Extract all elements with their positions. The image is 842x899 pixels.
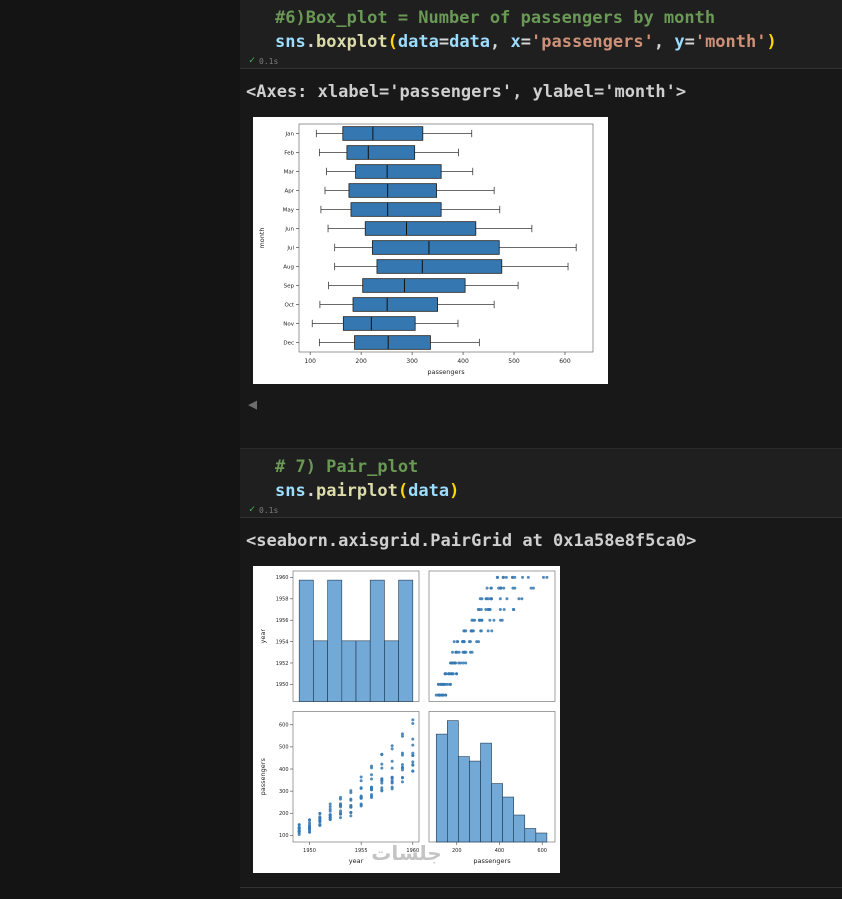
code-token: , bbox=[490, 32, 511, 52]
svg-text:Jul: Jul bbox=[286, 246, 294, 252]
svg-text:1958: 1958 bbox=[276, 597, 289, 603]
exec-success-icon: ✓ bbox=[249, 504, 256, 515]
code-token: . bbox=[305, 32, 316, 52]
code-token: ( bbox=[397, 481, 409, 501]
execution-status-row: ✓ 0.1s bbox=[240, 503, 842, 517]
code-token: x bbox=[510, 32, 521, 52]
boxplot-chart: 100 200 300 400 500 600 Jan Feb Mar Apr May Jun Jul A… bbox=[253, 117, 608, 384]
svg-text:200: 200 bbox=[355, 358, 367, 365]
output-text-pairgrid: <seaborn.axisgrid.PairGrid at 0x1a58e8f5… bbox=[246, 531, 697, 551]
svg-text:Nov: Nov bbox=[283, 322, 294, 328]
code-token: sns bbox=[275, 32, 306, 52]
svg-text:100: 100 bbox=[279, 833, 289, 839]
svg-text:passengers: passengers bbox=[259, 758, 267, 796]
collapse-arrow-icon[interactable]: ◀ bbox=[248, 395, 258, 413]
code-token: = bbox=[438, 32, 450, 52]
code-token: = bbox=[684, 32, 695, 52]
code-token: ) bbox=[766, 32, 777, 52]
svg-text:200: 200 bbox=[452, 848, 462, 854]
svg-text:year: year bbox=[349, 857, 364, 865]
code-token: ) bbox=[449, 481, 460, 501]
svg-text:1956: 1956 bbox=[276, 618, 289, 624]
svg-text:Apr: Apr bbox=[284, 189, 294, 195]
code-token: boxplot bbox=[315, 32, 388, 52]
code-token: #6)Box_plot = Number of passengers by mo… bbox=[275, 8, 716, 28]
svg-text:600: 600 bbox=[279, 723, 289, 729]
svg-text:1960: 1960 bbox=[276, 575, 289, 581]
svg-text:500: 500 bbox=[279, 745, 289, 751]
exec-time-label: 0.1s bbox=[259, 56, 279, 66]
boxplot-output-image: 100 200 300 400 500 600 Jan Feb Mar Apr May Jun Jul A… bbox=[253, 117, 608, 384]
svg-text:passengers: passengers bbox=[427, 368, 465, 376]
next-cell-divider bbox=[240, 887, 842, 899]
code-line[interactable]: sns.pairplot(data) bbox=[240, 479, 842, 503]
code-token: 'passengers' bbox=[531, 32, 654, 52]
code-token: , bbox=[653, 32, 675, 52]
svg-text:Feb: Feb bbox=[284, 151, 294, 157]
code-token: sns bbox=[275, 481, 306, 501]
svg-text:600: 600 bbox=[559, 358, 571, 365]
svg-text:1960: 1960 bbox=[406, 848, 419, 854]
execution-status-row: ✓ 0.1s bbox=[240, 54, 842, 68]
svg-text:100: 100 bbox=[304, 358, 316, 365]
exec-time-label: 0.1s bbox=[259, 505, 279, 515]
svg-text:1950: 1950 bbox=[303, 848, 316, 854]
svg-text:400: 400 bbox=[495, 848, 505, 854]
svg-text:Mar: Mar bbox=[284, 170, 295, 176]
svg-text:400: 400 bbox=[279, 767, 289, 773]
code-cell-pairplot[interactable]: # 7) Pair_plot sns.pairplot(data) ✓ 0.1s bbox=[240, 448, 842, 518]
svg-text:Jun: Jun bbox=[284, 227, 294, 233]
code-editor-boxplot[interactable]: #6)Box_plot = Number of passengers by mo… bbox=[240, 6, 842, 54]
code-token: y bbox=[674, 32, 685, 52]
svg-text:200: 200 bbox=[279, 811, 289, 817]
svg-text:1950: 1950 bbox=[276, 682, 289, 688]
svg-text:1954: 1954 bbox=[276, 639, 289, 645]
code-line[interactable]: # 7) Pair_plot bbox=[240, 455, 842, 479]
svg-text:500: 500 bbox=[508, 358, 520, 365]
code-token: # 7) Pair_plot bbox=[275, 457, 419, 477]
code-token: data bbox=[449, 32, 491, 52]
svg-text:passengers: passengers bbox=[473, 857, 511, 865]
code-token: data bbox=[397, 32, 439, 52]
svg-text:300: 300 bbox=[406, 358, 418, 365]
code-cell-boxplot[interactable]: #6)Box_plot = Number of passengers by mo… bbox=[240, 0, 842, 69]
code-token: = bbox=[520, 32, 532, 52]
code-line[interactable]: sns.boxplot(data=data, x='passengers', y… bbox=[240, 30, 842, 54]
code-token: data bbox=[408, 481, 450, 501]
notebook-column: #6)Box_plot = Number of passengers by mo… bbox=[240, 0, 842, 898]
svg-text:300: 300 bbox=[279, 789, 289, 795]
svg-text:year: year bbox=[259, 629, 267, 644]
code-line[interactable]: #6)Box_plot = Number of passengers by mo… bbox=[240, 6, 842, 30]
code-token: ( bbox=[387, 32, 398, 52]
output-area-boxplot: <Axes: xlabel='passengers', ylabel='mont… bbox=[240, 69, 842, 412]
svg-text:Oct: Oct bbox=[284, 303, 294, 309]
output-text-axes: <Axes: xlabel='passengers', ylabel='mont… bbox=[246, 82, 687, 102]
output-area-pairplot: <seaborn.axisgrid.PairGrid at 0x1a58e8f5… bbox=[240, 518, 842, 899]
svg-text:400: 400 bbox=[457, 358, 469, 365]
pairplot-output-image: 1950 1952 1954 1956 1958 1960 100 200 300 400 500 6… bbox=[253, 566, 560, 873]
svg-text:Aug: Aug bbox=[283, 265, 294, 271]
svg-text:month: month bbox=[258, 227, 266, 248]
svg-text:Sep: Sep bbox=[284, 284, 295, 290]
svg-text:Dec: Dec bbox=[283, 341, 294, 347]
pairplot-chart: 1950 1952 1954 1956 1958 1960 100 200 300 400 500 6… bbox=[253, 566, 560, 873]
code-token: 'month' bbox=[694, 32, 767, 52]
svg-text:May: May bbox=[283, 208, 295, 214]
svg-text:Jan: Jan bbox=[285, 132, 295, 138]
code-editor-pairplot[interactable]: # 7) Pair_plot sns.pairplot(data) bbox=[240, 455, 842, 503]
code-token: . bbox=[305, 481, 316, 501]
exec-success-icon: ✓ bbox=[249, 55, 256, 66]
svg-text:1955: 1955 bbox=[355, 848, 368, 854]
code-token: pairplot bbox=[315, 481, 398, 501]
svg-text:600: 600 bbox=[537, 848, 547, 854]
svg-text:1952: 1952 bbox=[276, 661, 289, 667]
